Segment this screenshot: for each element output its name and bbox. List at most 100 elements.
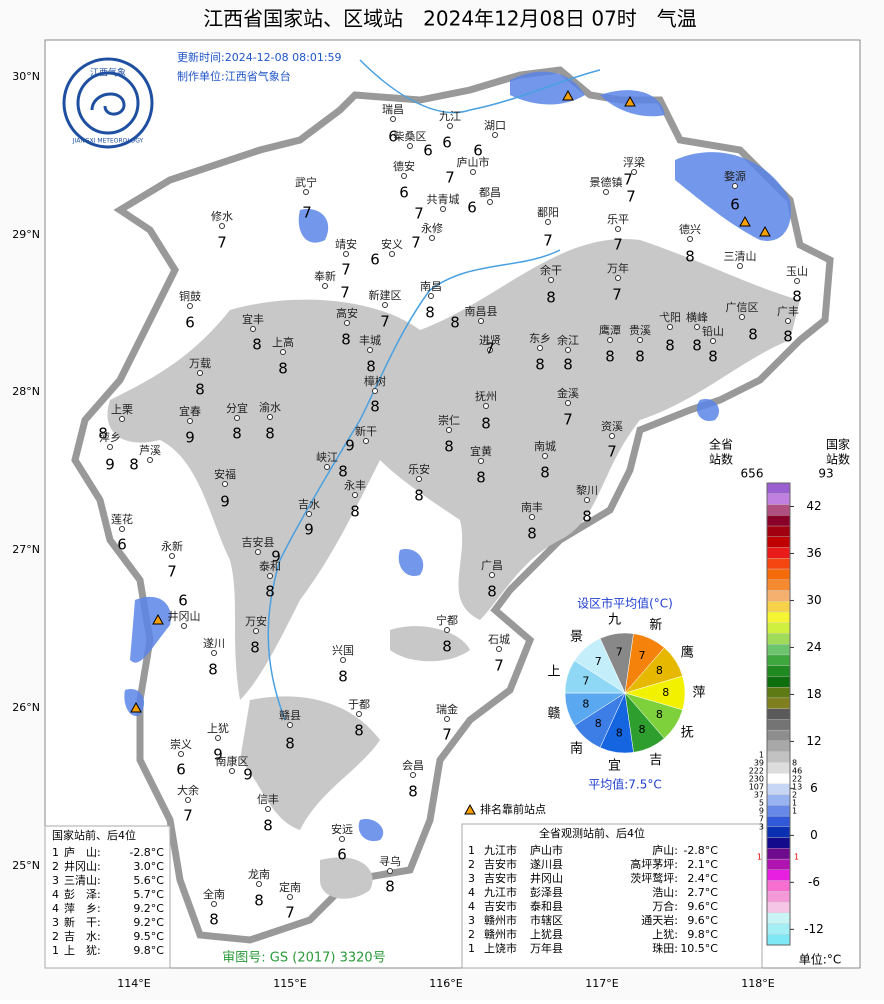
pie-value: 8 — [662, 686, 669, 699]
pie-label: 萍 — [692, 686, 705, 701]
station-dot — [440, 206, 446, 212]
station-dot — [478, 318, 484, 324]
station-value: 7 — [543, 232, 553, 250]
station-value: 8 — [385, 878, 395, 896]
station-name: 万年 — [607, 261, 629, 275]
station-dot — [178, 751, 184, 757]
station-name: 上犹 — [207, 722, 229, 735]
station-name: 吉安县 — [242, 535, 275, 549]
station-name: 德安 — [393, 159, 415, 173]
station-value: 8 — [209, 911, 219, 929]
pie-label: 赣 — [547, 706, 560, 721]
station-name: 靖安 — [335, 237, 357, 251]
national-table-cell: 1 — [52, 944, 59, 957]
pie-label: 宜 — [608, 759, 621, 774]
station-value: 7 — [442, 726, 452, 744]
colorbar-cell — [766, 536, 791, 548]
station-dot — [565, 347, 571, 353]
national-table-cell: 2 — [52, 860, 59, 873]
station-value: 9 — [345, 437, 355, 455]
station-value: 7 — [607, 443, 617, 461]
national-table-cell: 9.2°C — [133, 902, 164, 915]
pie-label: 南 — [570, 740, 583, 756]
province-table-cell: 高坪茅坪: — [630, 857, 678, 871]
station-dot — [496, 646, 502, 652]
station-value: 8 — [444, 438, 454, 456]
province-table-cell: 井冈山 — [530, 871, 563, 885]
station-name: 遂川 — [203, 636, 225, 650]
colorbar-cell — [766, 912, 791, 924]
colorbar-cell — [766, 622, 791, 634]
station-name: 九江 — [439, 110, 461, 123]
station-name: 峡江 — [316, 450, 338, 464]
station-name: 宜春 — [179, 404, 201, 418]
station-name: 泰和 — [259, 559, 281, 573]
station-dot — [470, 169, 476, 175]
station-dot — [603, 189, 609, 195]
station-value: 8 — [208, 661, 218, 679]
station-value: 8 — [408, 783, 418, 801]
station-dot — [187, 418, 193, 424]
lat-label: 25°N — [12, 859, 40, 872]
station-value: 6 — [176, 761, 186, 779]
station-name: 井冈山 — [168, 609, 201, 623]
pie-label: 抚 — [681, 726, 694, 741]
station-dot — [303, 189, 309, 195]
station-value: 8 — [250, 639, 260, 657]
station-name: 上栗 — [111, 403, 133, 416]
station-dot — [739, 314, 745, 320]
station-value: 8 — [232, 425, 242, 443]
station-dot — [478, 458, 484, 464]
colorbar-cell — [766, 686, 791, 699]
rivers — [267, 59, 601, 721]
colorbar-label: 24 — [806, 640, 821, 654]
station-name: 渝水 — [259, 400, 281, 414]
colorbar-label: -6 — [808, 875, 820, 889]
station-value: 8 — [665, 337, 675, 355]
colorbar-cell — [766, 869, 791, 881]
colorbar-cell — [766, 751, 791, 763]
colorbar-cell — [766, 848, 791, 860]
station-name: 宁都 — [436, 613, 458, 627]
province-table-cell: 3 — [468, 914, 475, 927]
colorbar-cell — [766, 923, 791, 935]
station-dot — [372, 388, 378, 394]
national-table-cell: 9.5°C — [133, 930, 164, 943]
station-value: 8 — [582, 508, 592, 526]
pie-value: 8 — [656, 664, 663, 677]
colorbar-cell — [766, 708, 791, 720]
station-dot — [197, 370, 203, 376]
station-dot — [785, 318, 791, 324]
province-table-cell: -2.8°C — [683, 844, 718, 857]
station-dot — [667, 324, 673, 330]
station-value: 6 — [473, 142, 483, 160]
station-name: 横峰 — [686, 310, 708, 324]
colorbar-cell — [766, 633, 791, 645]
province-table-cell: 浩山: — [652, 886, 678, 899]
province-table-cell: 上犹县 — [530, 928, 563, 941]
station-name: 芦溪 — [139, 444, 161, 457]
province-table-cell: 吉安市 — [484, 857, 517, 871]
station-value: 8 — [450, 314, 460, 332]
station-dot — [428, 293, 434, 299]
lon-label: 116°E — [429, 977, 462, 990]
producer: 制作单位:江西省气象台 — [177, 69, 291, 83]
pie-value: 7 — [638, 649, 645, 662]
province-table-cell: 1 — [468, 844, 475, 857]
pie-label: 上 — [547, 665, 560, 680]
station-dot — [529, 514, 535, 520]
station-value: 7 — [340, 284, 350, 302]
station-name: 分宜 — [226, 401, 248, 415]
station-value: 8 — [338, 463, 348, 481]
station-value: 8 — [354, 722, 364, 740]
station-name: 永修 — [421, 221, 443, 235]
station-dot — [483, 403, 489, 409]
province-table-cell: 吉安市 — [484, 899, 517, 913]
station-name: 万载 — [189, 357, 211, 370]
station-dot — [119, 526, 125, 532]
station-value: 9 — [304, 521, 314, 539]
national-count-label: 国家 — [826, 437, 850, 452]
station-value: 8 — [748, 326, 758, 344]
station-dot — [615, 226, 621, 232]
lon-label: 115°E — [273, 977, 306, 990]
